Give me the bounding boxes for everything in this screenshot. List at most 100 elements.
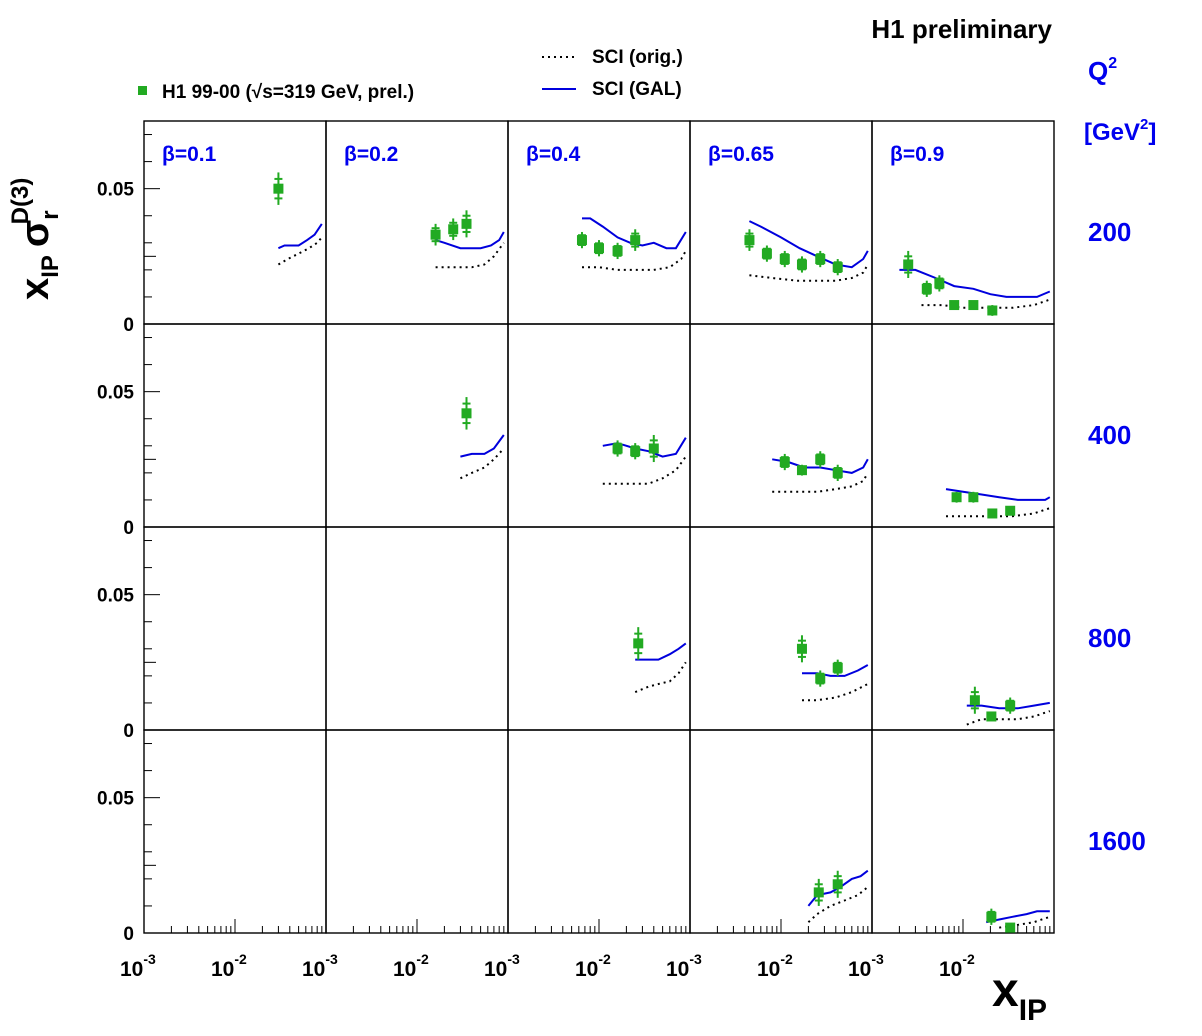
data-point [779,457,790,468]
x-tick-label: 10-3 [120,951,156,981]
data-point [921,283,932,294]
data-point [448,224,459,235]
data-point [968,492,979,503]
legend-data-label: H1 99-00 (√s=319 GeV, prel.) [162,82,414,103]
data-point [461,408,472,419]
q2-header: Q2 [GeV2] [1084,55,1156,146]
panel-border [507,323,691,528]
y-axis-title: xIP σrD(3) [7,178,64,300]
panel-frame [507,323,691,528]
x-tick-label: 10-3 [484,951,520,981]
panel-border [689,526,873,731]
y-axis-title-text: xIP σrD(3) [7,178,64,300]
panel-grid [143,120,1055,934]
data-point [612,245,623,256]
sci-gal-curve [277,223,323,250]
x-axis-title: xIP [992,964,1047,1027]
x-tick-label: 10-2 [575,951,611,981]
beta-label: β=0.2 [344,143,398,166]
panel-data [807,869,869,923]
y-title-sigma: σ [13,220,57,247]
panel-data [576,217,687,271]
q2-unit-close: ] [1148,119,1156,146]
panel-data [985,908,1051,933]
x-tick-mantissa: 10 [393,958,416,981]
sci-gal-curve [802,664,869,677]
y-title-x: x [13,278,57,300]
data-point [815,673,826,684]
data-point [633,638,644,649]
x-tick-mantissa: 10 [302,958,325,981]
x-tick-exponent: -2 [780,951,793,967]
data-point [951,492,962,503]
data-point [761,248,772,259]
panel-border [143,729,327,934]
panel-frame [689,323,873,528]
data-point [796,643,807,654]
data-point [461,218,472,229]
x-tick-exponent: -3 [689,951,702,967]
data-point [648,443,659,454]
data-point [968,300,979,311]
panel-frame [325,323,509,528]
data-point [969,695,980,706]
panel-border [143,323,327,528]
q2-header-main: Q [1088,56,1108,86]
data-point [273,183,284,194]
sci-orig-curve [435,242,505,269]
sci-gal-curve [985,910,1050,924]
data-point [796,465,807,476]
data-point [949,300,960,311]
sci-gal-curve [945,488,1051,501]
sci-orig-curve [602,456,687,485]
panel-frame [689,526,873,731]
data-point [1005,505,1016,516]
x-tick-label: 10-2 [939,951,975,981]
panel-border [871,323,1055,528]
q2-unit-sup: 2 [1140,116,1148,133]
x-tick-mantissa: 10 [848,958,871,981]
data-point [576,235,587,246]
x-tick-label: 10-2 [211,951,247,981]
x-tick-mantissa: 10 [211,958,234,981]
data-point [832,467,843,478]
panel-frame [325,526,509,731]
panel-border [871,729,1055,934]
panel-frame [871,729,1055,934]
panel-data [633,627,687,694]
beta-label: β=0.4 [526,143,581,166]
data-point [630,446,641,457]
chart-title: H1 preliminary [871,14,1052,44]
q2-labels: 200 400 800 1600 [1088,217,1146,856]
q2-label: 400 [1088,420,1131,450]
sci-orig-curve [459,447,505,480]
data-point [986,911,997,922]
x-tick-exponent: -2 [962,951,975,967]
panel-border [325,729,509,934]
data-point [594,243,604,254]
y-tick-label: 0 [123,721,134,742]
data-point [903,259,914,270]
data-point [815,454,826,465]
data-point [430,229,441,240]
panel-border [325,323,509,528]
panel-border [871,526,1055,731]
panel-data [602,434,687,485]
q2-unit-label: [GeV2] [1084,116,1156,146]
x-tick-exponent: -2 [416,951,429,967]
data-point [1005,700,1016,711]
sci-gal-curve [899,268,1051,298]
x-tick-mantissa: 10 [939,958,962,981]
x-title-x: x [992,964,1019,1017]
q2-header-sup: 2 [1108,55,1117,72]
data-point [832,662,843,673]
q2-label: 200 [1088,217,1131,247]
x-tick-mantissa: 10 [666,958,689,981]
panel-data [796,635,869,702]
sci-orig-curve [634,661,687,694]
panel-frame [143,526,327,731]
panel-frame [507,526,691,731]
x-tick-exponent: -3 [507,951,520,967]
x-tick-mantissa: 10 [484,958,507,981]
sci-gal-curve [635,642,687,661]
